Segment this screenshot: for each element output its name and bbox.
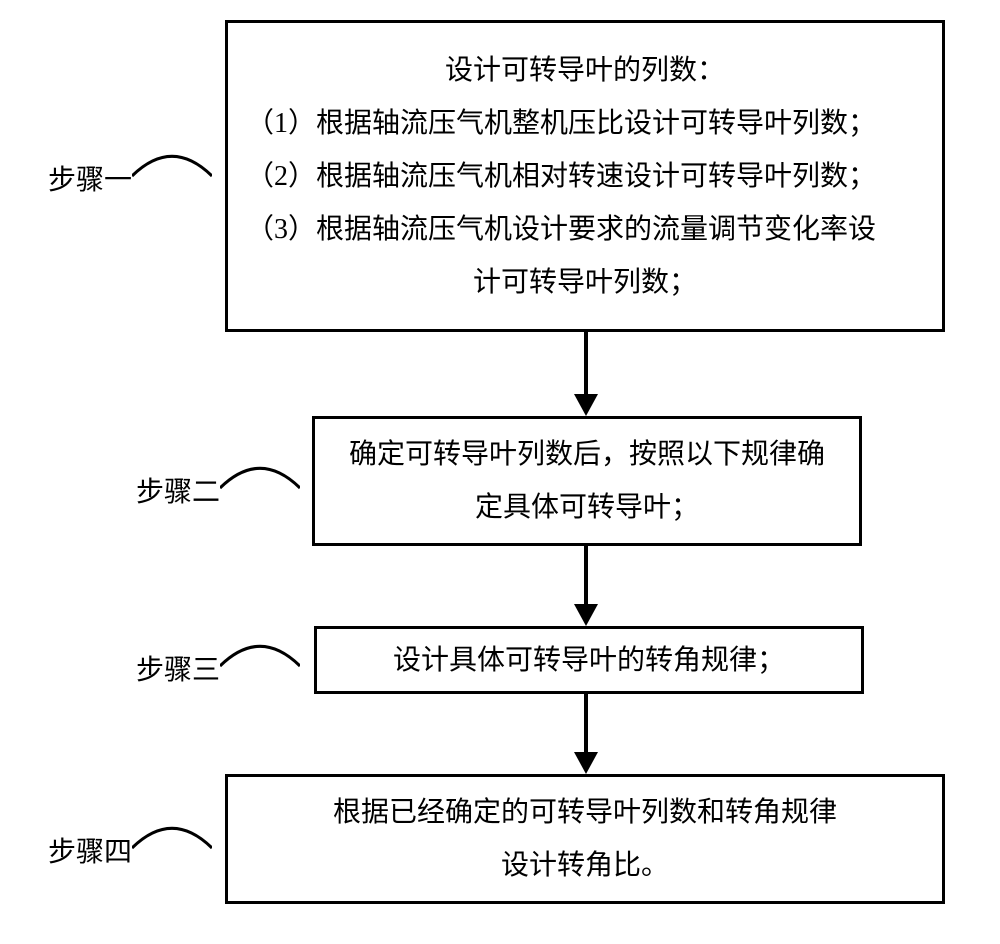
step1-box: 设计可转导叶的列数：（1）根据轴流压气机整机压比设计可转导叶列数；（2）根据轴流… (225, 20, 945, 332)
step2-label-arc (220, 459, 300, 491)
step2-label: 步骤二 (136, 470, 220, 510)
arrow-step3-to-step4-head (574, 752, 598, 774)
arrow-step2-to-step3-shaft (584, 546, 588, 606)
step4-line-1: 设计转角比。 (228, 839, 942, 892)
step1-line-3: （3）根据轴流压气机设计要求的流量调节变化率设 (228, 203, 942, 256)
step4-line-0: 根据已经确定的可转导叶列数和转角规律 (228, 786, 942, 839)
step4-label-arc (132, 819, 212, 851)
step1-label-arc (132, 147, 212, 179)
arrow-step1-to-step2-head (574, 394, 598, 416)
step1-line-0: 设计可转导叶的列数： (228, 44, 942, 97)
step2-line-0: 确定可转导叶列数后，按照以下规律确 (315, 428, 859, 481)
arrow-step3-to-step4-shaft (584, 694, 588, 754)
step3-box: 设计具体可转导叶的转角规律； (314, 626, 864, 694)
step1-line-4: 计可转导叶列数； (228, 256, 942, 309)
arrow-step2-to-step3-head (574, 604, 598, 626)
step1-line-2: （2）根据轴流压气机相对转速设计可转导叶列数； (228, 150, 942, 203)
step3-label-arc (220, 637, 300, 669)
arrow-step1-to-step2-shaft (584, 332, 588, 396)
step1-label: 步骤一 (48, 158, 132, 198)
step2-box: 确定可转导叶列数后，按照以下规律确定具体可转导叶； (312, 416, 862, 546)
step4-label: 步骤四 (48, 830, 132, 870)
step2-line-1: 定具体可转导叶； (315, 481, 859, 534)
step3-label: 步骤三 (136, 648, 220, 688)
step1-line-1: （1）根据轴流压气机整机压比设计可转导叶列数； (228, 97, 942, 150)
step4-box: 根据已经确定的可转导叶列数和转角规律设计转角比。 (225, 774, 945, 904)
step3-line-0: 设计具体可转导叶的转角规律； (317, 634, 861, 687)
